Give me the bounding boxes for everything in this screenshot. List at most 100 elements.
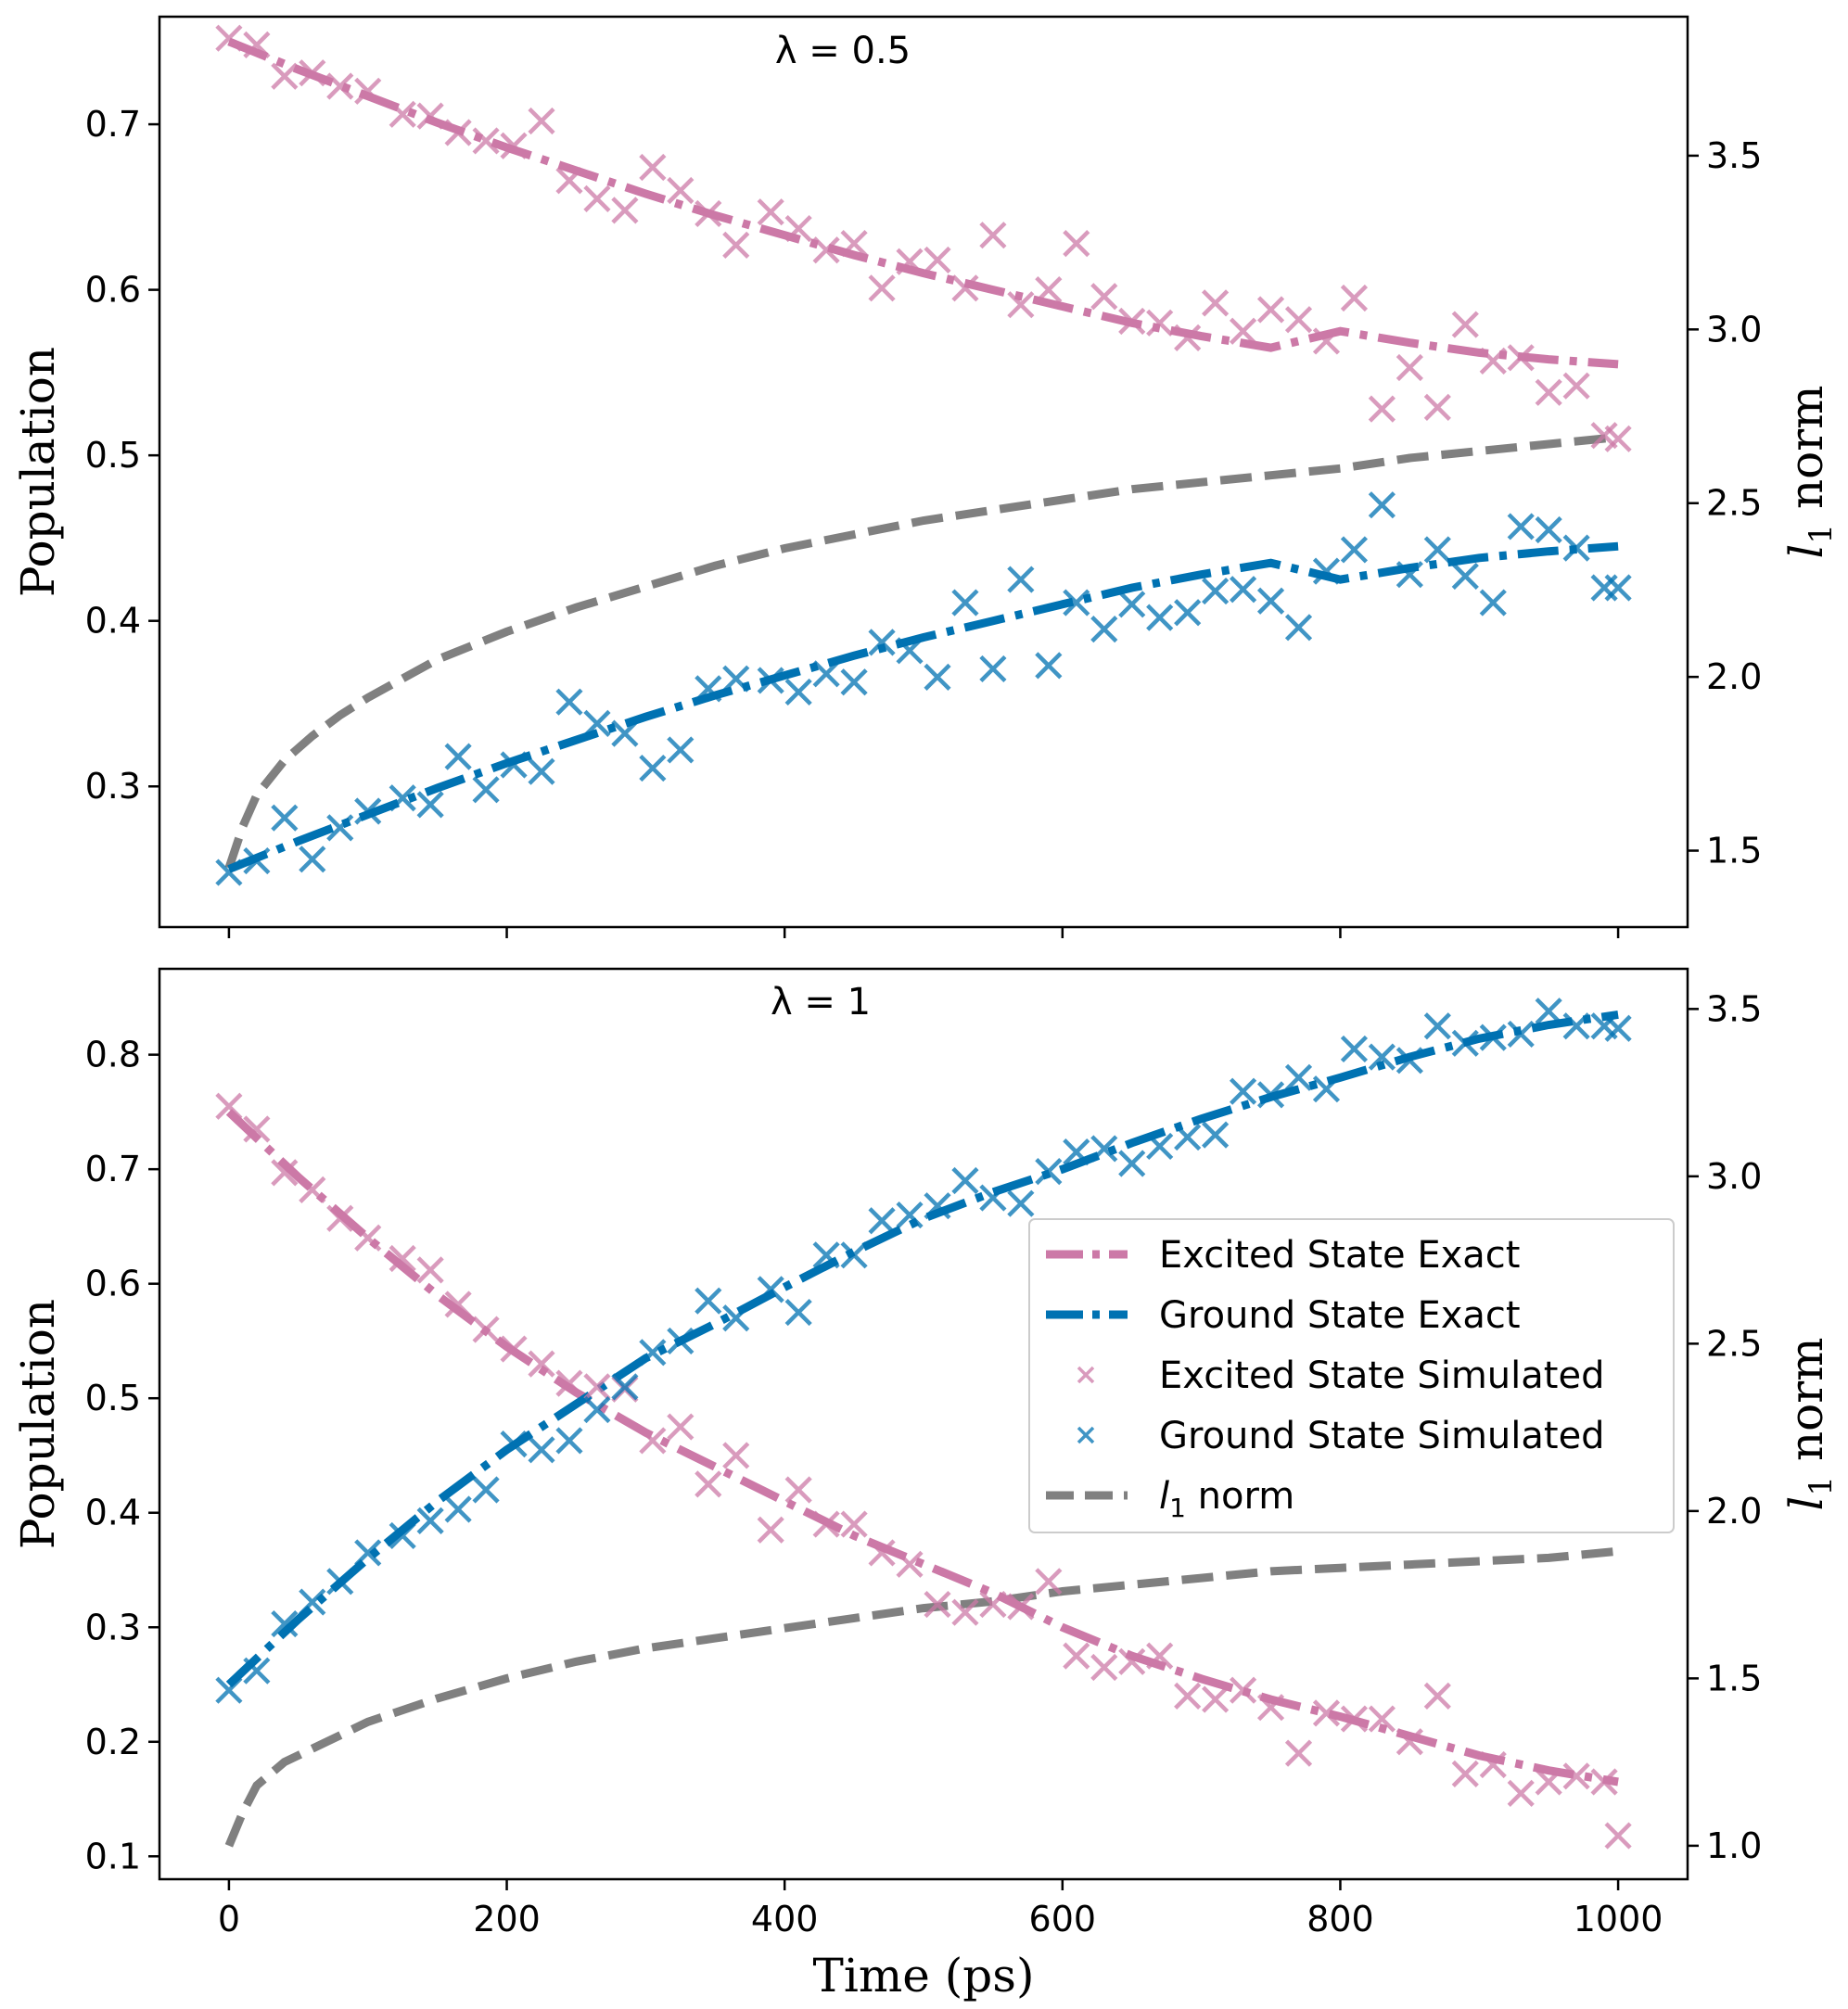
data-point: [1174, 324, 1202, 351]
x-tick-label: 600: [1029, 1899, 1097, 1939]
data-point: [611, 197, 639, 224]
data-point: [1007, 1593, 1035, 1621]
data-point: [722, 1442, 750, 1469]
bottom-panel: 0 200 400 600 800 1000 0.1 0.2 0.3 0.4 0.5 0.6 0.7 0.…: [11, 967, 1840, 2003]
data-point: [500, 132, 528, 159]
top-y-tick-label: 0.5: [85, 435, 141, 476]
data-point: [389, 784, 416, 812]
data-point: [812, 1241, 840, 1269]
top-panel-title: λ = 0.5: [775, 30, 911, 72]
data-point: [299, 59, 326, 87]
data-point: [1007, 1189, 1035, 1217]
data-point: [1368, 1043, 1396, 1071]
top-y-tick-label: 0.4: [85, 601, 141, 642]
x-tick-label: 0: [218, 1899, 240, 1939]
data-point: [1340, 536, 1369, 564]
bottom-y2-tick-label: 1.5: [1706, 1658, 1762, 1698]
data-point: [1284, 1063, 1313, 1091]
data-point: [1229, 576, 1257, 604]
data-point: [639, 153, 667, 182]
data-point: [695, 199, 722, 228]
top-y-axis-label: Population: [11, 347, 65, 597]
data-point: [1090, 283, 1118, 311]
data-point: [1423, 393, 1451, 421]
data-point: [326, 1204, 354, 1232]
data-point: [271, 1159, 299, 1187]
top-y2-tick-label: 2.5: [1706, 483, 1762, 524]
bottom-y-axis-label: Population: [11, 1299, 65, 1549]
data-point: [1007, 566, 1035, 593]
data-point: [243, 31, 271, 58]
data-point: [1284, 306, 1313, 334]
data-point: [639, 1427, 667, 1455]
data-point: [1535, 998, 1562, 1025]
data-point: [528, 1350, 555, 1378]
data-point: [1479, 1024, 1507, 1051]
data-point: [1256, 587, 1285, 615]
data-point: [1535, 515, 1562, 544]
bottom-ticks: 0 200 400 600 800 1000 0.1 0.2 0.3 0.4 0.5 0.6 0.7 0.…: [85, 988, 1763, 1939]
data-point: [1604, 425, 1632, 452]
data-point: [951, 1166, 979, 1195]
data-point: [1340, 1035, 1369, 1063]
data-point: [1368, 1705, 1396, 1733]
data-point: [271, 804, 299, 832]
top-excited-state-simulated-markers: [215, 24, 1632, 452]
data-point: [528, 1436, 555, 1464]
data-point: [784, 214, 812, 243]
data-point: [326, 72, 354, 100]
data-point: [757, 1516, 784, 1544]
data-point: [896, 1201, 924, 1229]
data-point: [1063, 230, 1090, 258]
bottom-y-tick-label: 0.8: [85, 1035, 141, 1075]
data-point: [1090, 1653, 1118, 1682]
bottom-panel-title: λ = 1: [771, 981, 871, 1024]
bottom-y2-tick-label: 3.5: [1706, 988, 1762, 1029]
data-point: [1090, 1135, 1118, 1163]
data-point: [1590, 1768, 1618, 1796]
data-point: [354, 797, 382, 825]
data-point: [472, 127, 500, 155]
data-point: [951, 274, 979, 302]
data-point: [1535, 378, 1562, 406]
data-point: [472, 1316, 500, 1343]
data-point: [924, 246, 951, 274]
data-point: [1423, 1682, 1451, 1710]
data-point: [326, 814, 354, 842]
data-point: [215, 858, 243, 886]
data-point: [444, 1291, 472, 1318]
data-point: [1562, 1762, 1590, 1790]
data-point: [500, 1430, 528, 1458]
data-point: [1604, 1822, 1632, 1850]
bottom-y-tick-label: 0.7: [85, 1149, 141, 1189]
data-point: [757, 198, 784, 226]
data-point: [757, 667, 784, 694]
x-axis-label: Time (ps): [813, 1949, 1035, 2003]
data-point: [243, 1115, 271, 1143]
data-point: [1202, 1121, 1230, 1149]
legend-marker-excited-state-simulated: [1077, 1366, 1095, 1384]
data-point: [1090, 616, 1118, 643]
bottom-y-tick-label: 0.6: [85, 1264, 141, 1304]
data-point: [896, 637, 924, 665]
bottom-plot-area: [215, 998, 1632, 1850]
data-point: [611, 1373, 639, 1401]
legend-label-excited-state-exact: Excited State Exact: [1159, 1234, 1520, 1277]
data-point: [784, 678, 812, 706]
data-point: [472, 1476, 500, 1504]
data-point: [1396, 1047, 1423, 1074]
data-point: [444, 119, 472, 146]
data-point: [1256, 296, 1285, 324]
bottom-ground-state-simulated-markers: [215, 998, 1632, 1704]
data-point: [840, 668, 868, 696]
data-point: [1284, 1739, 1313, 1767]
data-point: [1340, 1705, 1369, 1733]
data-point: [1423, 536, 1451, 564]
top-y2-tick-label: 3.0: [1706, 309, 1762, 350]
data-point: [667, 1413, 695, 1441]
data-point: [1396, 561, 1423, 589]
data-point: [1479, 1750, 1507, 1779]
data-point: [1063, 1642, 1090, 1670]
data-point: [354, 1224, 382, 1252]
data-point: [979, 1590, 1007, 1619]
